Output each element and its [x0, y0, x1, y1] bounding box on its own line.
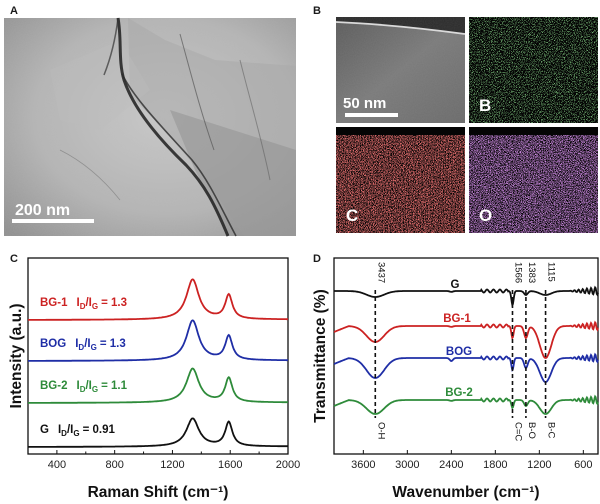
ftir-plot: 3600 3000 2400 1800 1200 600 G BG-1 BOG BG-2 3437 O… — [333, 262, 599, 471]
ftir-ylabel: Transmittance (%) — [312, 289, 329, 423]
ftir-band-top-label: 1566 — [512, 262, 523, 283]
scale-label-a: 200 nm — [15, 202, 70, 219]
raman-plot-frame — [27, 257, 289, 455]
panel-letter-d: D — [313, 253, 321, 265]
raman-xtick-label: 2000 — [276, 459, 300, 471]
raman-ylabel: Intensity (a.u.) — [8, 303, 25, 408]
eds-map-o: O — [469, 127, 598, 233]
ftir-label-bg-1: BG-1 — [443, 313, 471, 325]
haadf-image: 50 nm — [335, 17, 466, 123]
raman-label-bg-1: BG-1 ID/IG = 1.3 — [40, 297, 127, 311]
ftir-xtick-label: 3600 — [351, 459, 375, 471]
ftir-xtick-label: 2400 — [439, 459, 463, 471]
raman-xtick-label: 1200 — [160, 459, 184, 471]
raman-series-bg-2 — [28, 367, 288, 404]
raman-label-g: G ID/IG = 0.91 — [40, 424, 115, 438]
ftir-xtick-label: 1200 — [527, 459, 551, 471]
ftir-series-g — [334, 285, 599, 308]
eds-map-label-b: B — [479, 96, 491, 115]
ftir-band-bottom-label: O-H — [375, 422, 386, 440]
scale-label-b: 50 nm — [343, 95, 386, 112]
raman-series-bg-1 — [28, 278, 288, 321]
panel-letter-c: C — [10, 253, 18, 265]
raman-xlabel: Raman Shift (cm⁻¹) — [88, 484, 229, 501]
ftir-xtick-label: 3000 — [395, 459, 419, 471]
raman-xtick-label: 800 — [105, 459, 123, 471]
ftir-band-bottom-label: C=C — [512, 422, 523, 441]
ftir-series-bog — [333, 352, 599, 383]
ftir-label-bog: BOG — [446, 346, 472, 358]
raman-label-bog: BOG ID/IG = 1.3 — [40, 338, 126, 352]
eds-map-c: C — [336, 127, 465, 233]
raman-label-bg-2: BG-2 ID/IG = 1.1 — [40, 380, 128, 394]
ftir-xtick-label: 600 — [574, 459, 592, 471]
ftir-band-bottom-label: B-O — [526, 422, 537, 439]
eds-map-b: B — [469, 17, 598, 123]
ftir-band-top-label: 1115 — [546, 262, 557, 282]
ftir-plot-frame — [333, 257, 599, 455]
raman-plot: 400 800 1200 1600 2000 BG-1 ID/IG = 1.3 BOG ID/IG… — [28, 278, 300, 471]
raman-series-g — [28, 417, 288, 448]
raman-series-bog — [28, 319, 288, 362]
ftir-xlabel: Wavenumber (cm⁻¹) — [392, 484, 539, 501]
ftir-label-bg-2: BG-2 — [445, 387, 472, 399]
ftir-band-top-label: 3437 — [375, 262, 386, 283]
ftir-band-top-label: 1383 — [526, 262, 537, 283]
raman-xtick-label: 1600 — [218, 459, 242, 471]
eds-map-label-c: C — [346, 206, 358, 225]
eds-maps: B C O — [336, 17, 598, 233]
raman-xtick-label: 400 — [48, 459, 66, 471]
ftir-label-g: G — [451, 279, 460, 291]
tem-image: 200 nm — [4, 17, 296, 237]
ftir-band-bottom-label: B-C — [546, 422, 557, 439]
ftir-series-bg-1 — [333, 320, 599, 359]
panel-letter-a: A — [10, 5, 18, 17]
ftir-xtick-label: 1800 — [483, 459, 507, 471]
panel-letter-b: B — [313, 5, 321, 17]
ftir-series-bg-2 — [333, 394, 599, 415]
eds-map-label-o: O — [479, 206, 492, 225]
